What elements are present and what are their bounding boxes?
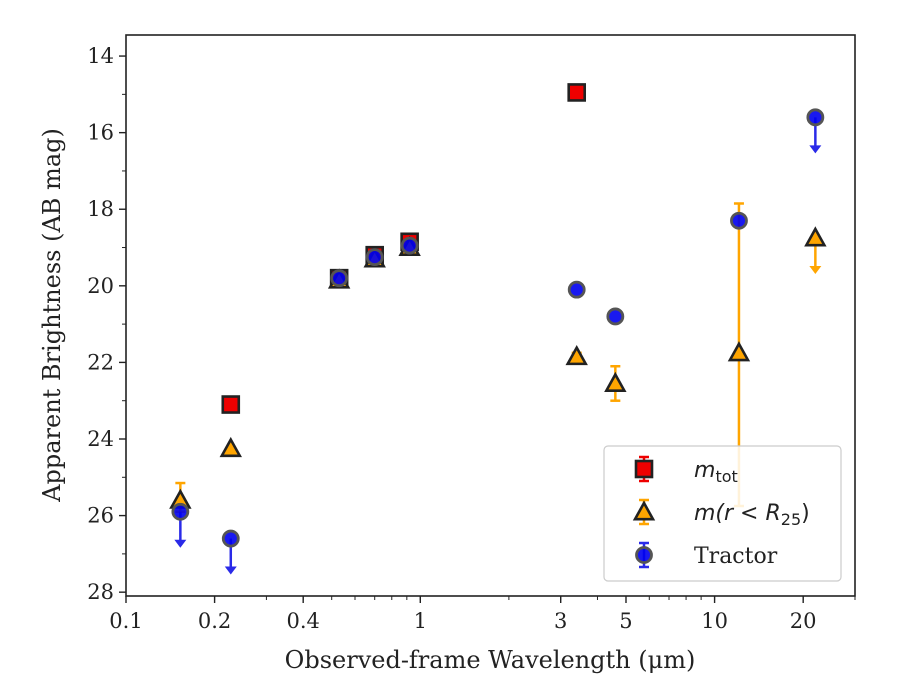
plot-area [169,83,827,575]
series-tractor [171,108,825,575]
mr25-point [604,371,627,392]
tractor-point [365,248,384,267]
x-tick-label: 0.4 [286,609,319,633]
plot-frame [125,34,856,597]
tractor-point [567,280,586,299]
legend-item-mr25: m(r < R25) [632,498,810,529]
y-axis-title: Apparent Brightness (AB mag) [38,128,66,503]
tractor-point [330,269,349,288]
mr25-point [219,436,242,458]
legend-label: Tractor [694,544,778,569]
mr25-point [727,341,751,362]
tractor-point [221,529,240,548]
tractor-limit-arrowhead [224,566,237,575]
legend-marker [635,546,653,564]
tractor-limit-arrowhead [174,539,187,548]
legend-box [603,445,842,582]
y-tick-label: 14 [87,44,114,68]
y-tick-label: 26 [87,504,114,528]
tractor-point [606,307,625,326]
y-tick-label: 18 [87,197,114,221]
y-tick-label: 24 [87,427,114,451]
mr25-limit-arrowhead [809,265,822,274]
y-tick-label: 28 [87,580,114,604]
x-tick-label: 20 [790,609,817,633]
x-tick-label: 0.2 [198,609,231,633]
legend-marker [634,459,654,479]
tractor-point [171,502,190,521]
x-tick-label: 5 [619,609,632,633]
legend-item-tractor: Tractor [635,541,778,569]
x-tick-label: 3 [554,609,567,633]
y-tick-label: 22 [87,350,114,374]
tractor-point [730,211,748,230]
x-axis-title: Observed-frame Wavelength (μm) [285,646,696,674]
tractor-point [400,236,419,255]
tractor-point [806,108,825,127]
x-tick-label: 10 [701,609,728,633]
legend-label: m(r < R25) [694,501,810,529]
x-tick-label: 1 [414,609,427,633]
y-tick-label: 16 [87,121,114,145]
legend: mtot m(r < R25) Tractor [603,445,842,582]
y-tick-label: 20 [87,274,114,298]
mr25-point [804,226,827,247]
legend-label: mtot [694,458,738,486]
mtot-point [221,395,241,414]
mr25-point [565,344,588,366]
tractor-limit-arrowhead [809,145,822,154]
mtot-point [567,83,587,102]
x-tick-label: 0.1 [109,609,142,633]
legend-item-mtot: mtot [634,455,738,486]
axes: 14 16 18 20 22 24 26 28 0.1 0.2 0.4 1 3 5 10 20 [87,34,856,633]
legend-marker [632,500,656,521]
